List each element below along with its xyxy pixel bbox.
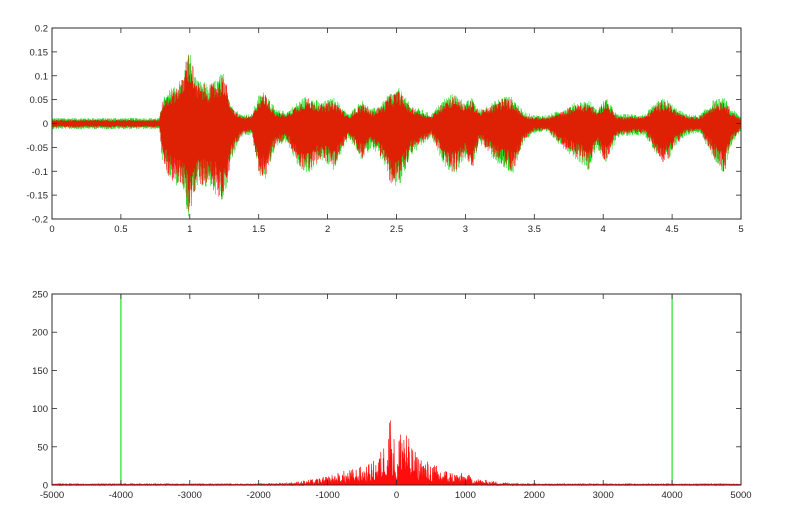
time-y-tick-label: 0.1	[35, 71, 48, 82]
frequency-domain-plot: -5000 -4000 -3000 -2000 -1000 0 1000 2000 3000 40…	[32, 290, 751, 502]
freq-x-tick-label: -1000	[315, 490, 339, 501]
time-y-tick-label: -0.1	[32, 167, 48, 178]
freq-y-tick-label: 50	[37, 442, 48, 453]
time-y-tick-label: 0	[43, 119, 48, 130]
freq-y-tick-label: 200	[32, 328, 48, 339]
time-y-tick-label: -0.15	[26, 191, 48, 202]
freq-x-tick-label: 3000	[593, 490, 614, 501]
time-x-tick-label: 5	[738, 224, 743, 235]
freq-plot-axes-box	[51, 293, 742, 486]
freq-plot-y-ticks: 250 200 150 100 50 0	[32, 290, 741, 492]
freq-x-tick-label: 5000	[730, 490, 751, 501]
freq-y-tick-label: 250	[32, 290, 48, 301]
time-plot-series-layer	[51, 54, 742, 217]
freq-x-tick-label: -4000	[109, 490, 133, 501]
time-plot-y-ticks: 0.2 0.15 0.1 0.05 0 -0.05 -0.1 -0.15 -0.2	[26, 24, 741, 226]
freq-x-tick-label: 0	[394, 490, 399, 501]
time-y-tick-label: -0.2	[32, 215, 48, 226]
freq-y-tick-label: 0	[43, 481, 48, 492]
freq-x-tick-label: 4000	[662, 490, 683, 501]
time-y-tick-label: 0.05	[30, 95, 49, 106]
time-y-tick-label: 0.15	[30, 47, 49, 58]
freq-y-tick-label: 150	[32, 366, 48, 377]
time-x-tick-label: 0.5	[114, 224, 127, 235]
time-x-tick-label: 3.5	[528, 224, 541, 235]
freq-y-tick-label: 100	[32, 404, 48, 415]
time-plot-x-ticks: 0 0.5 1 1.5 2 2.5 3 3.5 4 4.5 5	[49, 28, 744, 235]
time-x-tick-label: 2	[325, 224, 330, 235]
freq-x-tick-label: -3000	[178, 490, 202, 501]
time-series-red-trace	[51, 55, 742, 212]
time-x-tick-label: 3	[463, 224, 468, 235]
time-x-tick-label: 2.5	[390, 224, 403, 235]
freq-x-tick-label: -2000	[247, 490, 271, 501]
freq-x-tick-label: 1000	[455, 490, 476, 501]
freq-series-green	[120, 294, 673, 485]
time-x-tick-label: 1.5	[252, 224, 265, 235]
freq-x-tick-label: 2000	[524, 490, 545, 501]
time-x-tick-label: 4.5	[665, 224, 678, 235]
time-y-tick-label: 0.2	[35, 24, 48, 35]
freq-x-tick-label: -5000	[40, 490, 64, 501]
freq-plot-x-ticks: -5000 -4000 -3000 -2000 -1000 0 1000 2000 3000 40…	[40, 294, 752, 501]
time-x-tick-label: 0	[49, 224, 54, 235]
time-domain-plot: 0 0.5 1 1.5 2 2.5 3 3.5 4 4.5 5 0.20.150.10.050-0.…	[26, 24, 743, 236]
time-x-tick-label: 1	[187, 224, 192, 235]
time-x-tick-label: 4	[601, 224, 606, 235]
time-y-tick-label: -0.05	[26, 143, 48, 154]
time-series-red	[51, 55, 742, 212]
